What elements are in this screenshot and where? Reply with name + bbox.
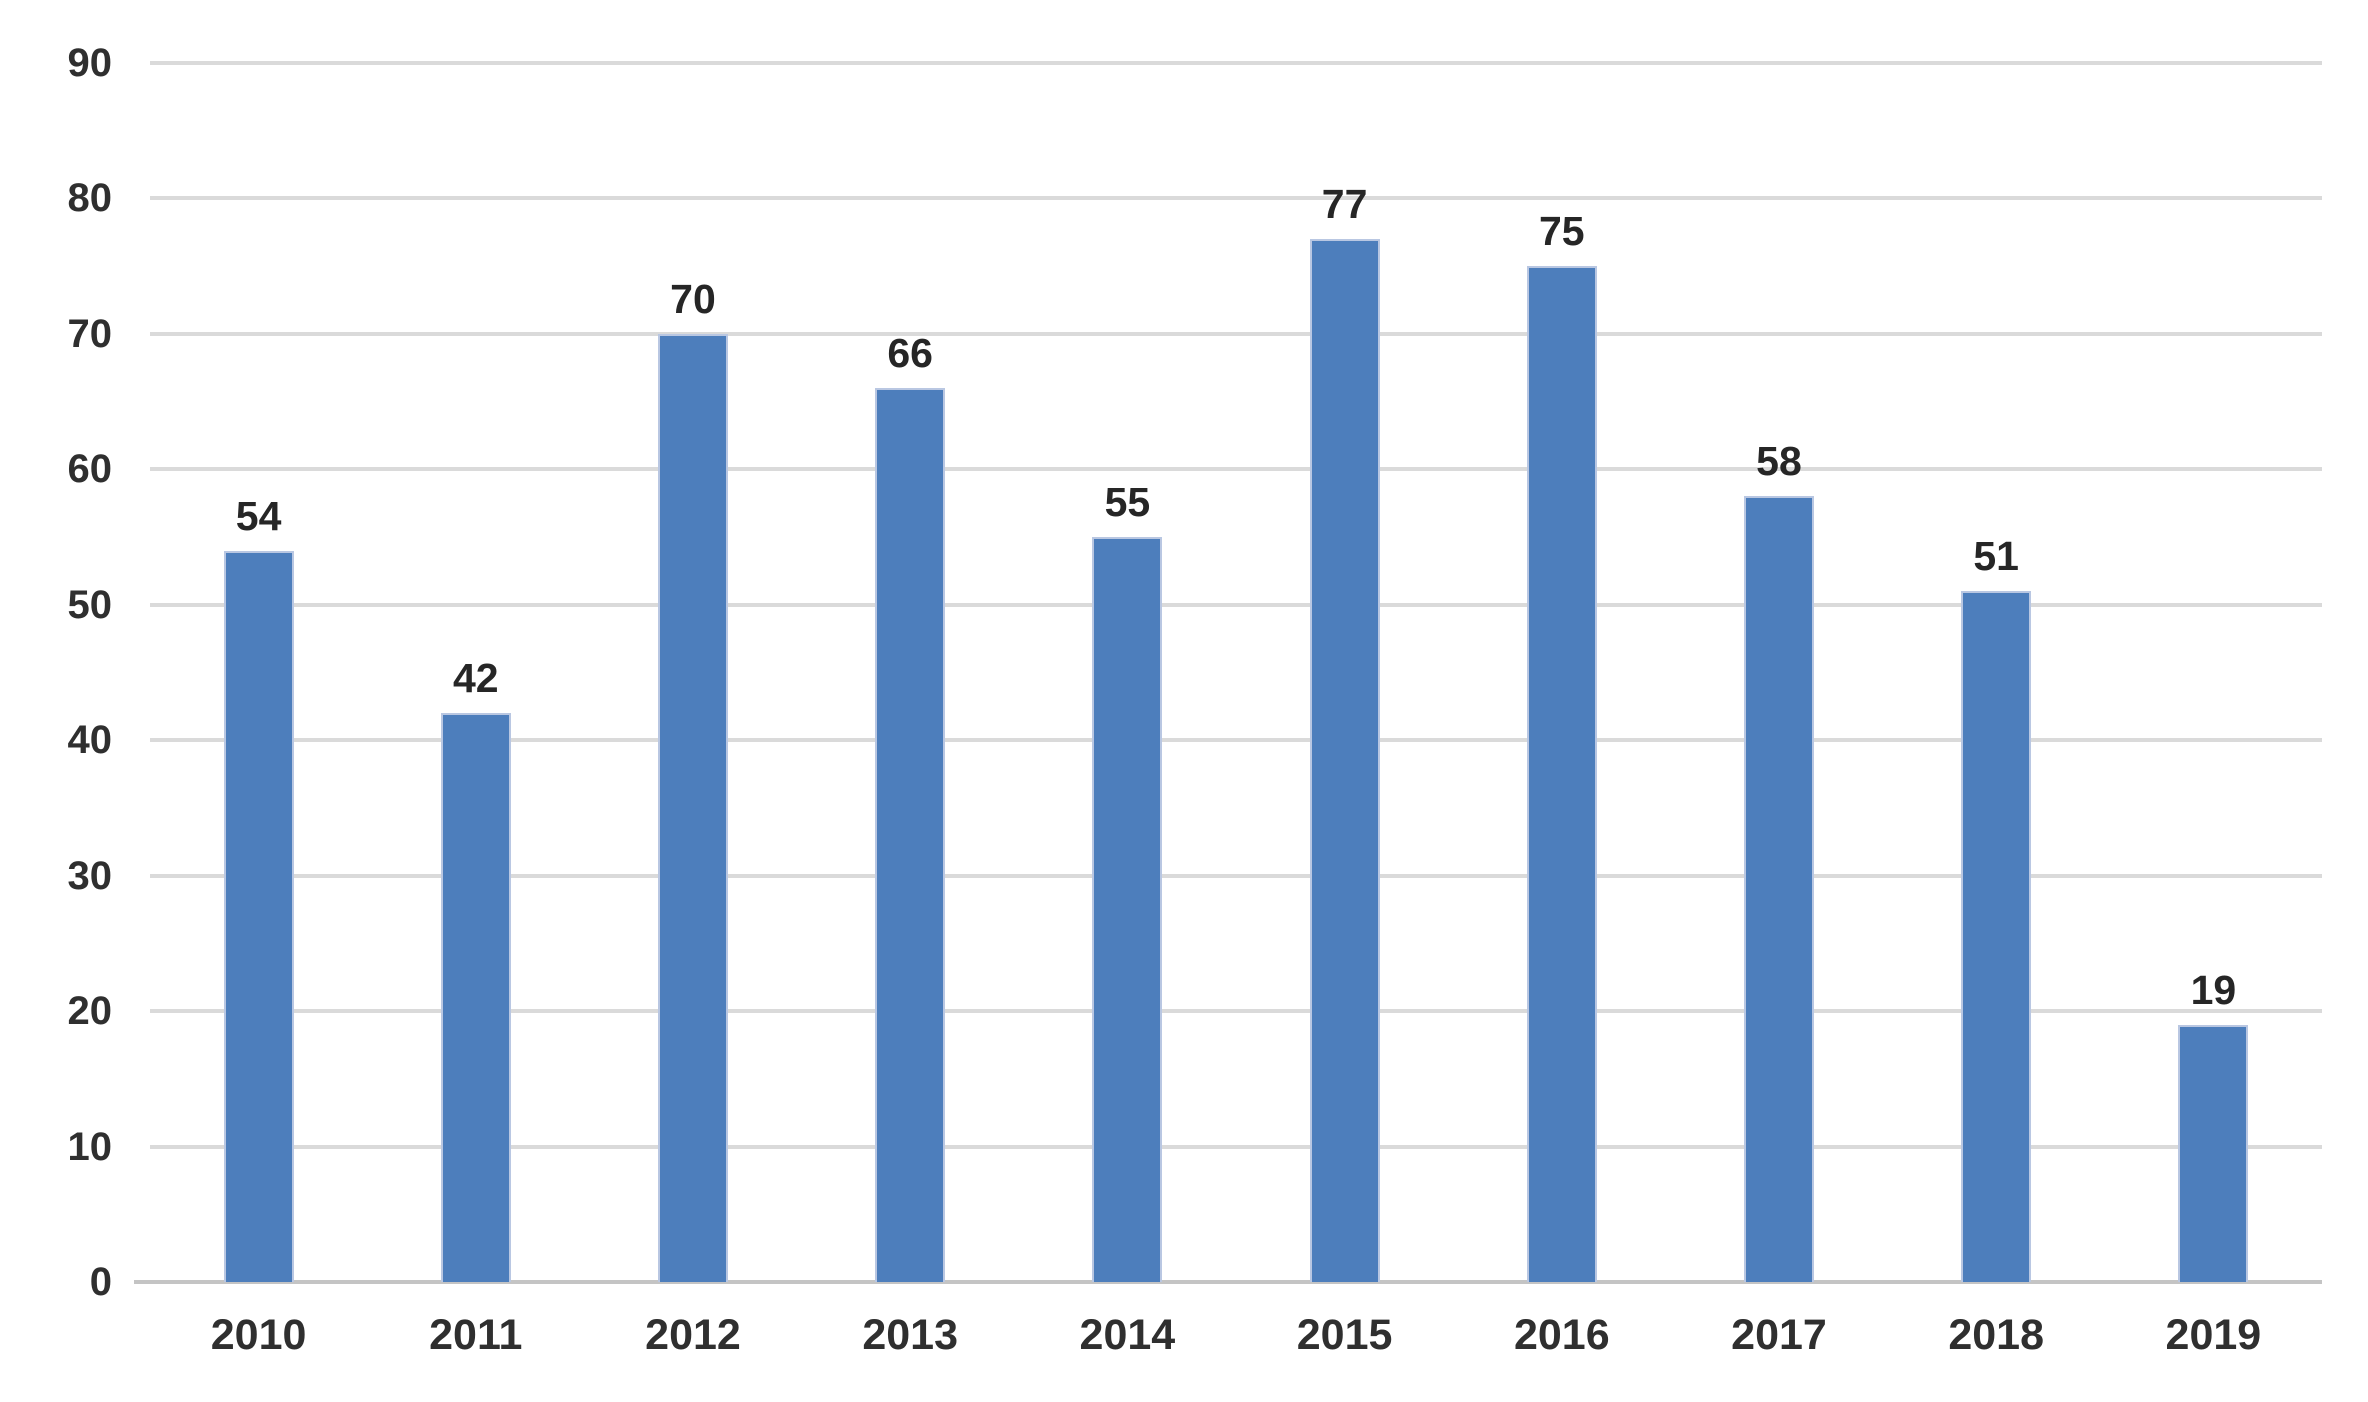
bar-slot-2019: 19 2019	[2105, 63, 2322, 1356]
gridline-10	[150, 1144, 2322, 1149]
gridline-70	[150, 331, 2322, 336]
bar-2017: 58	[1743, 441, 1814, 1282]
bar-slot-2012: 70 2012	[584, 63, 801, 1356]
bar-slot-2017: 58 2017	[1670, 63, 1887, 1357]
bar-value-label-2012: 70	[670, 275, 716, 322]
bar-slot-2011: 42 2011	[367, 63, 584, 1357]
bar-2018: 51	[1961, 536, 2032, 1282]
bar-2012: 70	[657, 278, 728, 1282]
bar-value-label-2011: 42	[452, 655, 499, 702]
bar-value-label-2019: 19	[2190, 966, 2237, 1013]
x-axis-label-2016: 2016	[1513, 1311, 1610, 1359]
plot-area: 54 2010 42 2011 70 2012 66 2013 55 2014 77 2015 75 20…	[134, 61, 2322, 1357]
bar-slot-2018: 51 2018	[1888, 63, 2105, 1357]
x-axis-label-2018: 2018	[1948, 1311, 2045, 1359]
x-axis-label-2019: 2019	[2165, 1311, 2262, 1359]
gridline-60	[150, 467, 2322, 472]
bar-value-label-2010: 54	[235, 492, 282, 539]
bar-value-label-2018: 51	[1973, 533, 2019, 580]
y-tick-label-30: 30	[67, 853, 113, 898]
gridline-30	[150, 873, 2322, 878]
y-tick-label-20: 20	[67, 989, 113, 1034]
bar-slot-2015: 77 2015	[1236, 63, 1453, 1357]
y-tick-label-40: 40	[67, 718, 113, 763]
y-tick-label-0: 0	[89, 1260, 112, 1304]
bar-2014: 55	[1092, 482, 1163, 1282]
bar-2013: 66	[875, 333, 946, 1282]
x-axis-label-2013: 2013	[862, 1311, 959, 1359]
bar-slot-2014: 55 2014	[1019, 63, 1236, 1357]
y-tick-label-10: 10	[67, 1124, 113, 1169]
bar-value-label-2017: 58	[1756, 438, 1802, 485]
gridline-40	[150, 738, 2322, 743]
bar-slot-2013: 66 2013	[802, 63, 1019, 1357]
gridline-90	[150, 61, 2322, 65]
y-tick-label-70: 70	[67, 311, 113, 356]
bar-value-label-2015: 77	[1321, 181, 1368, 228]
bar-2010: 54	[223, 495, 294, 1282]
bar-2019: 19	[2178, 969, 2249, 1282]
x-axis-label-2014: 2014	[1079, 1311, 1176, 1359]
x-axis-label-2010: 2010	[210, 1311, 307, 1359]
y-tick-label-50: 50	[67, 582, 113, 627]
x-axis-line	[134, 1280, 2322, 1284]
bar-2016: 75	[1526, 211, 1597, 1282]
y-tick-label-80: 80	[67, 176, 113, 221]
gridline-80	[150, 196, 2322, 201]
bar-2011: 42	[440, 658, 511, 1282]
bar-slot-2016: 75 2016	[1453, 63, 1670, 1357]
bar-value-label-2016: 75	[1538, 208, 1585, 255]
y-axis: 0 10 20 30 40 50 60 70 80 90	[0, 43, 113, 1302]
y-tick-label-60: 60	[67, 447, 113, 492]
bar-2015: 77	[1309, 184, 1380, 1282]
x-axis-label-2015: 2015	[1296, 1311, 1393, 1359]
x-axis-label-2017: 2017	[1731, 1311, 1827, 1359]
y-tick-label-90: 90	[67, 41, 113, 85]
gridline-50	[150, 602, 2322, 607]
bar-slot-2010: 54 2010	[150, 63, 367, 1356]
gridline-20	[150, 1009, 2322, 1014]
bar-value-label-2013: 66	[887, 330, 933, 377]
x-axis-label-2012: 2012	[645, 1311, 741, 1359]
bar-value-label-2014: 55	[1104, 479, 1151, 526]
x-axis-label-2011: 2011	[429, 1311, 523, 1359]
